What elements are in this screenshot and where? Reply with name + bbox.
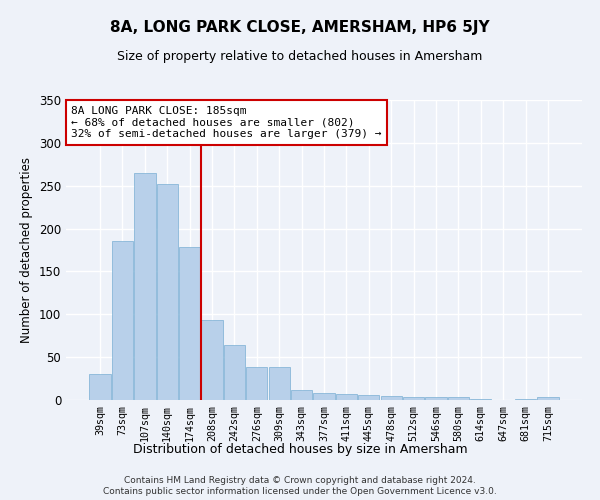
Text: 8A, LONG PARK CLOSE, AMERSHAM, HP6 5JY: 8A, LONG PARK CLOSE, AMERSHAM, HP6 5JY [110,20,490,35]
Bar [403,398,424,400]
Text: Contains HM Land Registry data © Crown copyright and database right 2024.: Contains HM Land Registry data © Crown c… [124,476,476,485]
Text: 8A LONG PARK CLOSE: 185sqm
← 68% of detached houses are smaller (802)
32% of sem: 8A LONG PARK CLOSE: 185sqm ← 68% of deta… [71,106,382,139]
Text: Size of property relative to detached houses in Amersham: Size of property relative to detached ho… [118,50,482,63]
Bar [470,399,491,400]
Bar [448,398,469,400]
Text: Distribution of detached houses by size in Amersham: Distribution of detached houses by size … [133,442,467,456]
Bar [157,184,178,400]
Bar [112,242,133,400]
Bar [291,390,312,400]
Bar [89,374,111,400]
Bar [336,394,357,400]
Bar [179,248,200,400]
Bar [425,398,446,400]
Bar [313,393,335,400]
Bar [246,368,268,400]
Bar [537,398,559,400]
Bar [358,395,379,400]
Y-axis label: Number of detached properties: Number of detached properties [20,157,34,343]
Text: Contains public sector information licensed under the Open Government Licence v3: Contains public sector information licen… [103,487,497,496]
Bar [380,396,402,400]
Bar [134,173,155,400]
Bar [269,368,290,400]
Bar [515,399,536,400]
Bar [202,320,223,400]
Bar [224,345,245,400]
